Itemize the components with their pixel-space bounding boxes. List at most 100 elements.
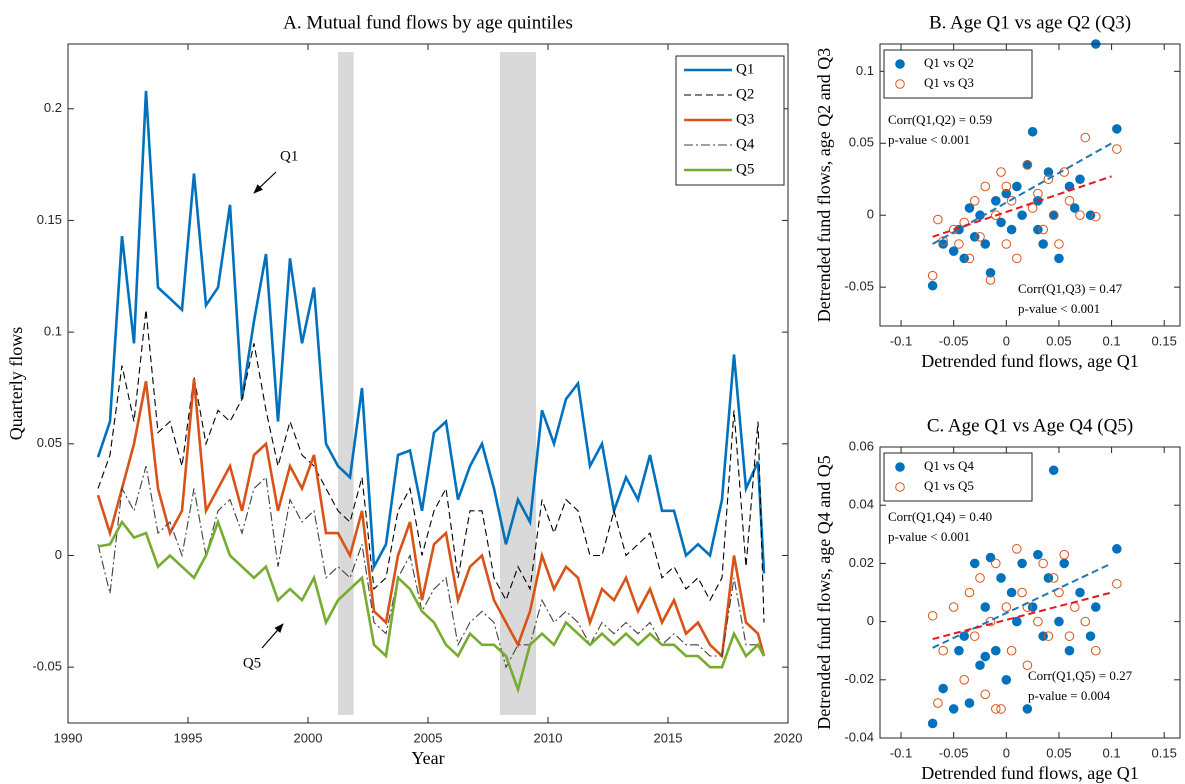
scatter-point xyxy=(1033,224,1043,235)
annotation: Q1 xyxy=(280,148,298,164)
scatter-point xyxy=(964,698,975,708)
x-axis-label: Detrended fund flows, age Q1 xyxy=(921,763,1138,783)
scatter-point xyxy=(990,196,1001,206)
scatter-point xyxy=(1001,239,1012,249)
legend-box xyxy=(883,452,1033,502)
scatter-point xyxy=(1090,211,1101,222)
scatter-point xyxy=(1112,144,1122,154)
legend-label: Q1 vs Q2 xyxy=(924,55,974,70)
scatter-point xyxy=(948,602,959,612)
scatter-point xyxy=(959,253,970,264)
y-tick-label: 0.02 xyxy=(849,555,874,570)
scatter-point xyxy=(996,167,1006,177)
scatter-point xyxy=(969,231,980,242)
annotation: Q5 xyxy=(243,655,261,671)
annotation: p-value < 0.001 xyxy=(1018,301,1100,316)
legend-label: Q5 xyxy=(736,161,754,177)
scatter-point xyxy=(996,573,1006,583)
scatter-point xyxy=(933,698,943,708)
x-tick-label: 2015 xyxy=(654,730,683,745)
scatter-point xyxy=(1090,602,1101,612)
x-tick-label: 0.05 xyxy=(1046,745,1071,760)
scatter-point xyxy=(1027,126,1038,137)
scatter-point xyxy=(1054,239,1064,249)
shaded-period xyxy=(500,52,536,715)
scatter-point xyxy=(996,704,1006,714)
scatter-point xyxy=(1064,196,1075,206)
scatter-point xyxy=(996,217,1006,228)
legend-marker xyxy=(895,79,905,89)
y-tick-label: 0 xyxy=(867,207,874,222)
scatter-point xyxy=(1022,160,1033,170)
y-tick-label: 0.06 xyxy=(849,438,874,453)
axes-frame xyxy=(879,43,1181,327)
scatter-point xyxy=(1059,558,1070,569)
scatter-point xyxy=(990,210,1001,221)
y-tick-label: 0.2 xyxy=(44,100,62,115)
scatter-point xyxy=(938,239,948,249)
scatter-point xyxy=(1043,174,1054,185)
scatter-point xyxy=(964,253,975,264)
scatter-point xyxy=(1112,544,1122,554)
scatter-point xyxy=(1112,578,1122,589)
scatter-point xyxy=(1017,210,1027,221)
scatter-point xyxy=(1006,587,1017,598)
scatter-point xyxy=(1043,167,1054,177)
annotation: Corr(Q1,Q4) = 0.40 xyxy=(888,509,992,524)
y-tick-label: -0.04 xyxy=(844,729,874,744)
scatter-point xyxy=(964,587,975,598)
x-tick-label: 0.05 xyxy=(1046,333,1071,348)
scatter-point xyxy=(990,645,1001,656)
y-tick-label: 0.04 xyxy=(849,497,874,512)
y-tick-label: -0.05 xyxy=(32,659,62,674)
scatter-point xyxy=(985,552,996,563)
scatter-point xyxy=(1038,631,1048,641)
y-tick-label: 0 xyxy=(55,547,62,562)
scatter-point xyxy=(1064,631,1075,641)
scatter-point xyxy=(985,275,996,285)
panel: 1990 1995 2000 2005 2010 2015 2020 -0.05 0 0.05 0.… xyxy=(6,12,802,768)
x-tick-label: -0.05 xyxy=(939,333,969,348)
legend: Q1 vs Q4 Q1 vs Q5 xyxy=(883,452,1033,502)
annotation: Corr(Q1,Q3) = 0.47 xyxy=(1018,281,1123,296)
x-tick-label: 2020 xyxy=(774,730,803,745)
scatter-point xyxy=(1054,616,1064,627)
scatter-point xyxy=(1069,203,1080,213)
scatter-point xyxy=(1022,704,1033,714)
legend-marker xyxy=(895,462,905,472)
scatter-point xyxy=(1048,465,1059,476)
series-line xyxy=(96,378,766,659)
legend-label: Q1 vs Q5 xyxy=(924,478,974,493)
series-line xyxy=(97,309,765,623)
x-tick-label: 2010 xyxy=(534,730,563,745)
x-tick-label: 1995 xyxy=(174,730,203,745)
scatter-point xyxy=(969,196,980,206)
legend-label: Q2 xyxy=(736,86,754,102)
scatter-point xyxy=(969,631,980,641)
x-tick-label: 0 xyxy=(1003,333,1010,348)
scatter-point xyxy=(948,224,959,235)
scatter-point xyxy=(938,645,948,656)
scatter-point xyxy=(927,610,938,621)
scatter-point xyxy=(1012,616,1022,627)
legend: Q1 vs Q2 Q1 vs Q3 xyxy=(883,49,1033,99)
axes-frame xyxy=(879,446,1181,739)
scatter-point xyxy=(1038,239,1048,249)
x-axis-label: Year xyxy=(411,748,444,768)
scatter-point xyxy=(1048,210,1059,221)
panel: -0.1 -0.05 0 0.05 0.1 0.15 -0.05 0 0.05 0.1 B. Age… xyxy=(814,12,1181,371)
scatter-point xyxy=(1075,210,1085,221)
scatter-point xyxy=(1033,616,1043,627)
scatter-point xyxy=(1017,587,1027,598)
scatter-point xyxy=(1043,631,1054,641)
panel: -0.1 -0.05 0 0.05 0.1 0.15 -0.04 -0.02 0 0.02 0.04… xyxy=(814,415,1181,783)
x-tick-label: 0.1 xyxy=(1103,333,1121,348)
scatter-point xyxy=(1006,196,1017,206)
legend-label: Q3 xyxy=(736,111,754,127)
scatter-point xyxy=(969,558,980,569)
scatter-point xyxy=(980,651,991,662)
annotation-arrow xyxy=(253,171,277,194)
scatter-point xyxy=(985,267,996,278)
annotation: p-value < 0.001 xyxy=(888,132,970,147)
scatter-point xyxy=(927,280,938,291)
